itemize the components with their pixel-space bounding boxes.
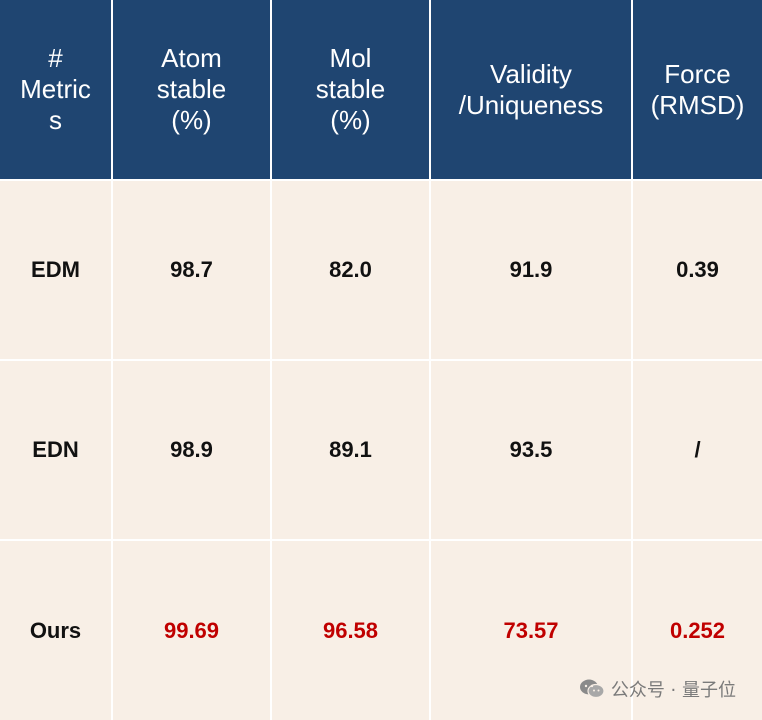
cell-value: 0.39 bbox=[632, 179, 762, 360]
watermark-text: 公众号 · 量子位 bbox=[610, 680, 736, 701]
cell-value-highlight: 73.57 bbox=[430, 539, 633, 720]
header-atom-stable: Atom stable (%) bbox=[112, 0, 272, 180]
header-row: # Metric s Atom stable (%) Mol stable (%… bbox=[0, 0, 762, 180]
wechat-icon bbox=[579, 678, 605, 700]
cell-value-highlight: 99.69 bbox=[112, 539, 272, 720]
cell-value: / bbox=[632, 359, 762, 540]
row-label-ours: Ours bbox=[0, 539, 113, 720]
row-label-edn: EDN bbox=[0, 359, 113, 540]
cell-value: 82.0 bbox=[271, 179, 431, 360]
cell-value: 89.1 bbox=[271, 359, 431, 540]
cell-value: 93.5 bbox=[430, 359, 633, 540]
table-row: EDN 98.9 89.1 93.5 / bbox=[0, 359, 762, 540]
cell-value-highlight: 96.58 bbox=[271, 539, 431, 720]
cell-value-highlight: 0.252 bbox=[632, 539, 762, 720]
cell-value: 98.9 bbox=[112, 359, 272, 540]
table-row: EDM 98.7 82.0 91.9 0.39 bbox=[0, 179, 762, 360]
cell-value: 91.9 bbox=[430, 179, 633, 360]
header-validity-uniqueness: Validity /Uniqueness bbox=[430, 0, 633, 180]
cell-value: 98.7 bbox=[112, 179, 272, 360]
header-metrics: # Metric s bbox=[0, 0, 113, 180]
table-row: Ours 99.69 96.58 73.57 0.252 bbox=[0, 539, 762, 720]
watermark: 公众号 · 量子位 bbox=[579, 676, 736, 702]
header-mol-stable: Mol stable (%) bbox=[271, 0, 431, 180]
row-label-edm: EDM bbox=[0, 179, 113, 360]
header-force-rmsd: Force (RMSD) bbox=[632, 0, 762, 180]
